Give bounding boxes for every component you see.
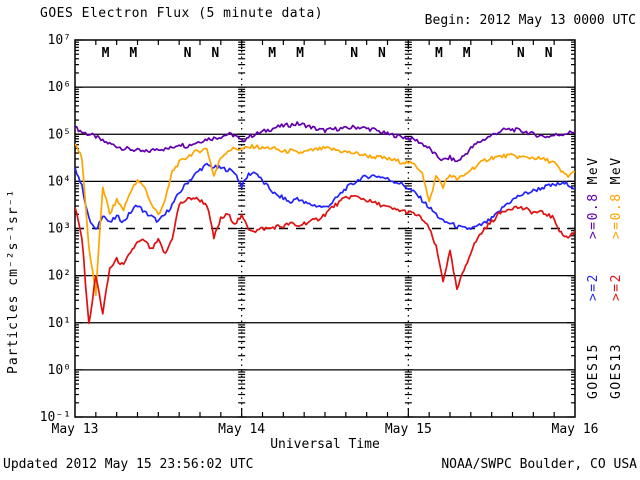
legend-goes13-ge08-label: >=0.8 — [609, 192, 624, 240]
legend-goes15-unit: MeV — [586, 156, 601, 185]
day-boundary-lines — [237, 40, 413, 418]
legend-goes15-ge08-label: >=0.8 — [586, 192, 601, 240]
y-tick-label: 10⁵ — [48, 127, 71, 142]
credit-text: NOAA/SWPC Boulder, CO USA — [441, 457, 637, 472]
legend-goes15: GOES15 >=2 >=0.8 MeV — [586, 156, 601, 399]
plot-border — [74, 39, 576, 418]
series-line-goes13-ge2 — [75, 194, 575, 325]
x-tick-label: May 15 — [385, 422, 432, 437]
marker-midnight: M — [129, 46, 137, 61]
y-tick-label: 10⁷ — [48, 33, 71, 48]
y-tick-label: 10³ — [48, 222, 71, 237]
marker-noon: N — [184, 46, 192, 61]
series-line-goes15-ge2 — [75, 162, 575, 231]
x-tick-labels: May 13 May 14 May 15 May 16 — [52, 422, 599, 437]
y-tick-label: 10² — [48, 269, 71, 284]
x-tick-label: May 16 — [552, 422, 599, 437]
marker-noon: N — [545, 46, 553, 61]
marker-midnight: M — [296, 46, 304, 61]
series-line-goes13-ge08 — [75, 143, 575, 297]
legend-goes13-unit: MeV — [609, 156, 624, 185]
legend-goes13: GOES13 >=2 >=0.8 MeV — [609, 156, 624, 399]
legend-goes13-ge2-label: >=2 — [609, 273, 624, 302]
marker-midnight: M — [463, 46, 471, 61]
y-tick-label: 10⁻¹ — [40, 410, 71, 425]
legend-goes15-ge2-label: >=2 — [586, 273, 601, 302]
marker-midnight: M — [102, 46, 110, 61]
y-tick-label: 10⁴ — [48, 174, 71, 189]
marker-noon: N — [517, 46, 525, 61]
legend-goes13-name: GOES13 — [609, 343, 624, 399]
legend-goes15-name: GOES15 — [586, 343, 601, 399]
begin-timestamp: Begin: 2012 May 13 0000 UTC — [424, 13, 636, 28]
flux-curves — [75, 121, 575, 325]
marker-midnight: M — [435, 46, 443, 61]
series-line-goes15-ge08 — [75, 121, 575, 163]
gridlines — [75, 86, 575, 371]
y-tick-labels: 10⁷ 10⁶ 10⁵ 10⁴ 10³ 10² 10¹ 10⁰ 10⁻¹ — [40, 33, 71, 425]
updated-timestamp: Updated 2012 May 15 23:56:02 UTC — [3, 457, 254, 472]
y-tick-label: 10¹ — [48, 316, 71, 331]
y-tick-label: 10⁶ — [48, 80, 71, 95]
x-tick-label: May 14 — [218, 422, 265, 437]
chart-title: GOES Electron Flux (5 minute data) — [40, 6, 324, 21]
y-tick-label: 10⁰ — [48, 363, 71, 378]
marker-noon: N — [378, 46, 386, 61]
marker-noon: N — [350, 46, 358, 61]
marker-midnight: M — [268, 46, 276, 61]
y-axis-title: Particles cm⁻²s⁻¹sr⁻¹ — [6, 188, 21, 374]
x-axis-title: Universal Time — [270, 437, 380, 452]
marker-noon: N — [211, 46, 219, 61]
x-tick-label: May 13 — [52, 422, 99, 437]
